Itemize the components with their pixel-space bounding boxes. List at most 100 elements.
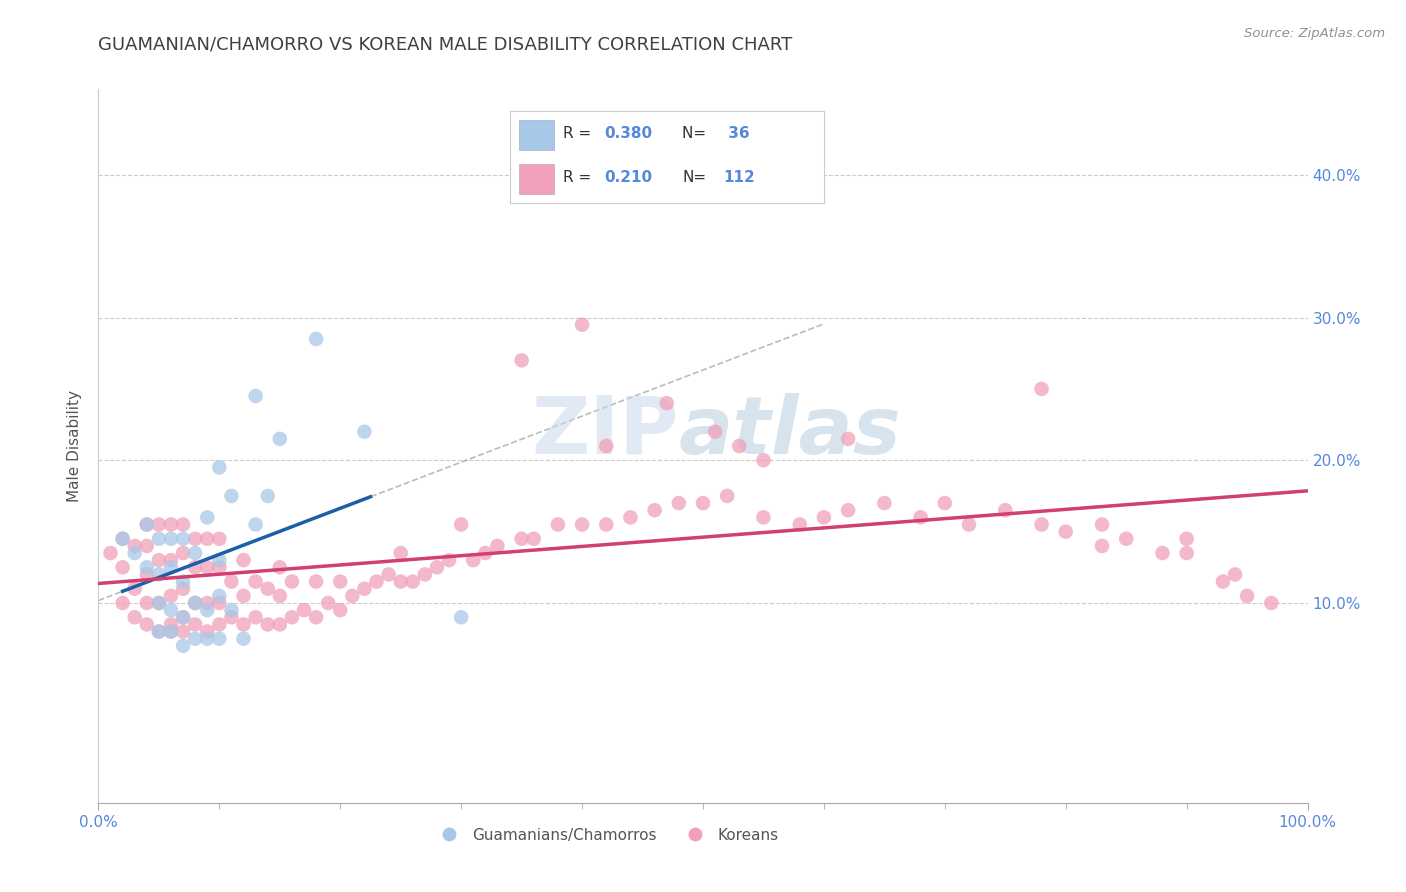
Point bbox=[752, 510, 775, 524]
Point bbox=[184, 546, 207, 560]
Point bbox=[281, 610, 304, 624]
Point bbox=[208, 596, 231, 610]
Point bbox=[172, 610, 194, 624]
Point bbox=[305, 574, 328, 589]
Point bbox=[366, 574, 388, 589]
Point bbox=[208, 553, 231, 567]
Point bbox=[148, 532, 170, 546]
Point bbox=[208, 632, 231, 646]
Point bbox=[813, 510, 835, 524]
Point bbox=[1091, 517, 1114, 532]
Point bbox=[353, 425, 375, 439]
Point bbox=[148, 624, 170, 639]
Point bbox=[124, 539, 146, 553]
Point bbox=[160, 617, 183, 632]
Point bbox=[1175, 546, 1198, 560]
Point bbox=[184, 560, 207, 574]
Point bbox=[195, 624, 218, 639]
Point bbox=[547, 517, 569, 532]
Point bbox=[172, 610, 194, 624]
Point bbox=[437, 553, 460, 567]
Point bbox=[595, 517, 617, 532]
Point bbox=[172, 639, 194, 653]
Point bbox=[571, 318, 593, 332]
Point bbox=[837, 432, 859, 446]
Point bbox=[316, 596, 339, 610]
Point bbox=[135, 560, 157, 574]
Point bbox=[402, 574, 425, 589]
Point bbox=[148, 624, 170, 639]
Y-axis label: Male Disability: Male Disability bbox=[67, 390, 83, 502]
Point bbox=[668, 496, 690, 510]
Point bbox=[232, 617, 254, 632]
Point bbox=[595, 439, 617, 453]
Point bbox=[124, 610, 146, 624]
Point bbox=[450, 517, 472, 532]
Point bbox=[377, 567, 399, 582]
Point bbox=[994, 503, 1017, 517]
Point bbox=[837, 503, 859, 517]
Point bbox=[728, 439, 751, 453]
Point bbox=[1260, 596, 1282, 610]
Point bbox=[910, 510, 932, 524]
Point bbox=[1031, 517, 1053, 532]
Point bbox=[135, 517, 157, 532]
Point bbox=[124, 582, 146, 596]
Point bbox=[389, 546, 412, 560]
Point bbox=[208, 532, 231, 546]
Point bbox=[426, 560, 449, 574]
Point bbox=[305, 610, 328, 624]
Point bbox=[135, 617, 157, 632]
Point bbox=[1223, 567, 1246, 582]
Point bbox=[644, 503, 666, 517]
Point bbox=[1175, 532, 1198, 546]
Point bbox=[195, 510, 218, 524]
Point bbox=[353, 582, 375, 596]
Point bbox=[292, 603, 315, 617]
Point bbox=[1054, 524, 1077, 539]
Point bbox=[413, 567, 436, 582]
Point bbox=[160, 532, 183, 546]
Point bbox=[463, 553, 485, 567]
Point bbox=[305, 332, 328, 346]
Point bbox=[172, 532, 194, 546]
Point bbox=[135, 567, 157, 582]
Point bbox=[148, 567, 170, 582]
Point bbox=[135, 596, 157, 610]
Point bbox=[160, 589, 183, 603]
Point bbox=[160, 553, 183, 567]
Point bbox=[160, 624, 183, 639]
Point bbox=[232, 632, 254, 646]
Text: atlas: atlas bbox=[679, 392, 901, 471]
Point bbox=[184, 532, 207, 546]
Point bbox=[148, 596, 170, 610]
Point bbox=[111, 532, 134, 546]
Point bbox=[789, 517, 811, 532]
Point bbox=[111, 532, 134, 546]
Point bbox=[873, 496, 896, 510]
Point bbox=[184, 596, 207, 610]
Point bbox=[195, 532, 218, 546]
Point bbox=[111, 596, 134, 610]
Point bbox=[184, 617, 207, 632]
Point bbox=[232, 553, 254, 567]
Point bbox=[256, 582, 278, 596]
Point bbox=[160, 517, 183, 532]
Point bbox=[148, 596, 170, 610]
Point bbox=[135, 517, 157, 532]
Point bbox=[256, 489, 278, 503]
Point bbox=[172, 546, 194, 560]
Point bbox=[510, 353, 533, 368]
Text: Source: ZipAtlas.com: Source: ZipAtlas.com bbox=[1244, 27, 1385, 40]
Point bbox=[389, 574, 412, 589]
Point bbox=[619, 510, 641, 524]
Point bbox=[1236, 589, 1258, 603]
Point bbox=[269, 617, 291, 632]
Point bbox=[208, 460, 231, 475]
Point bbox=[232, 589, 254, 603]
Point bbox=[957, 517, 980, 532]
Point bbox=[245, 610, 267, 624]
Point bbox=[208, 617, 231, 632]
Point bbox=[124, 546, 146, 560]
Point bbox=[716, 489, 738, 503]
